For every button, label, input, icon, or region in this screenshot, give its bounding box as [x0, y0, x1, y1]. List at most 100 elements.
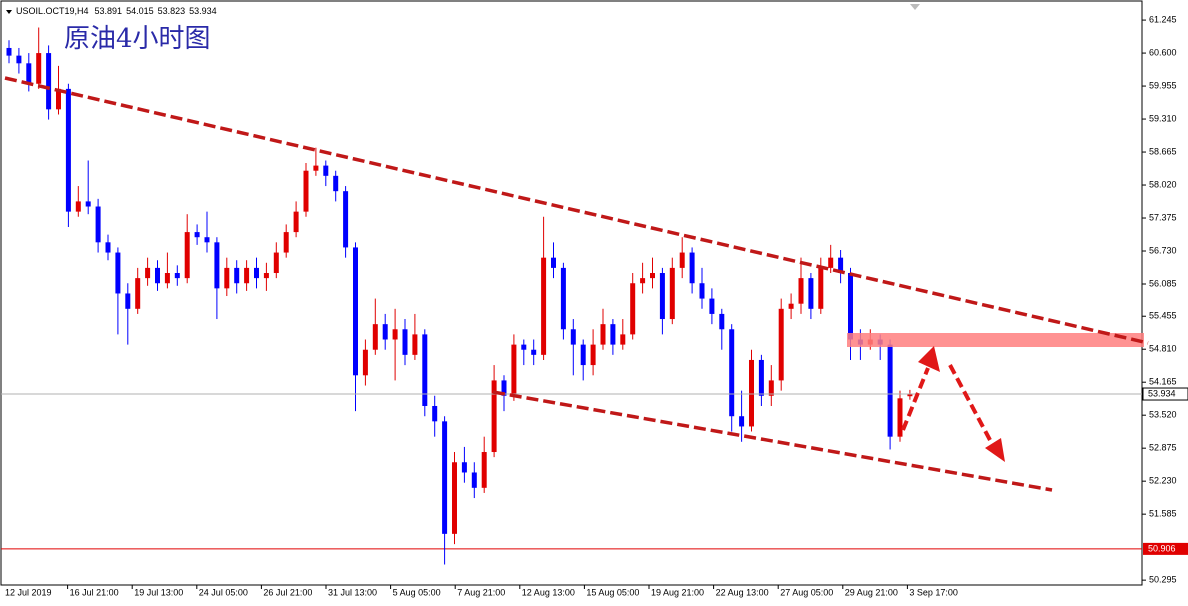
candle-body — [531, 349, 537, 355]
plot-frame — [0, 0, 1143, 586]
candle-body — [570, 329, 576, 345]
candle-body — [263, 273, 269, 279]
y-tick-label: 54.810 — [1149, 344, 1177, 354]
symbol: USOIL.OCT19,H4 — [16, 6, 89, 16]
candle-body — [372, 324, 378, 350]
y-tick-label: 61.245 — [1149, 14, 1177, 24]
chart-title: 原油4小时图 — [64, 24, 211, 54]
y-tick-label: 51.585 — [1149, 509, 1177, 519]
y-tick-label: 52.875 — [1149, 443, 1177, 453]
candle-body — [551, 257, 556, 268]
candle-body — [313, 165, 319, 171]
y-tick-label: 58.665 — [1149, 146, 1177, 156]
candle-body — [511, 344, 517, 396]
upper-trendline — [4, 76, 1149, 345]
candle-body — [402, 329, 408, 355]
candle-body — [897, 398, 903, 437]
candle-body — [293, 211, 299, 233]
header: USOIL.OCT19,H4 53.891 54.015 53.823 53.934 — [16, 6, 217, 16]
price-label-box — [1142, 387, 1188, 401]
y-tick-label: 56.085 — [1149, 278, 1177, 288]
up-arrow-head — [918, 346, 940, 372]
candle-body — [392, 329, 398, 340]
candle-body — [164, 273, 170, 284]
y-tick-label: 59.955 — [1149, 80, 1177, 90]
candle-body — [105, 242, 111, 253]
candle-body — [184, 232, 190, 279]
scroll-marker — [910, 4, 920, 10]
annotations — [4, 76, 1149, 492]
candle-body — [26, 63, 32, 84]
x-tick-label: 7 Aug 21:00 — [457, 587, 505, 597]
candle-body — [353, 247, 358, 376]
candle-body — [590, 344, 596, 366]
candle-body — [907, 394, 913, 397]
candle-body — [580, 344, 586, 366]
x-tick-label: 19 Aug 21:00 — [651, 587, 704, 597]
x-tick-label: 15 Aug 05:00 — [586, 587, 639, 597]
candle-body — [234, 267, 240, 284]
header-high: 54.015 — [126, 6, 154, 16]
menu-triangle — [6, 10, 12, 14]
candle-body — [689, 252, 695, 284]
candle-body — [442, 421, 448, 534]
candle-body — [471, 472, 477, 488]
y-tick-label: 59.310 — [1149, 113, 1177, 123]
candle-body — [729, 329, 735, 417]
candle-body — [630, 283, 636, 335]
candle-body — [818, 267, 824, 309]
header-low: 53.823 — [158, 6, 186, 16]
y-tick-label: 50.295 — [1149, 575, 1177, 585]
candle-body — [719, 313, 725, 330]
level-label: 50.906 — [1148, 543, 1176, 553]
x-tick-label: 29 Aug 21:00 — [845, 587, 898, 597]
x-tick-label: 3 Sep 17:00 — [909, 587, 958, 597]
candle-body — [125, 293, 131, 309]
candle-body — [709, 298, 715, 314]
y-tick-label: 58.020 — [1149, 179, 1177, 189]
candle-body — [739, 416, 745, 427]
candle-body — [16, 55, 22, 64]
candle-body — [333, 175, 339, 192]
candle-body — [323, 165, 329, 176]
y-tick-label: 56.730 — [1149, 245, 1177, 255]
candle-body — [452, 462, 457, 534]
candle-body — [650, 273, 655, 279]
candle-body — [640, 278, 646, 284]
candle-body — [65, 88, 71, 212]
header-open: 53.891 — [95, 6, 123, 16]
candle-body — [422, 334, 428, 406]
candle-body — [56, 88, 61, 110]
down-arrow-head — [985, 438, 1005, 462]
candle-body — [343, 191, 349, 248]
candle-body — [254, 267, 259, 279]
candle-body — [778, 308, 784, 381]
y-tick-label: 53.520 — [1149, 410, 1177, 420]
candle-body — [194, 232, 200, 238]
candle-body — [432, 405, 438, 422]
y-tick-label: 52.230 — [1149, 476, 1177, 486]
candle-body — [659, 273, 665, 320]
x-tick-label: 27 Aug 05:00 — [780, 587, 833, 597]
candle-body — [46, 53, 52, 110]
candle-body — [204, 237, 210, 243]
candle-body — [75, 201, 81, 212]
candle-body — [412, 334, 418, 355]
candle-body — [6, 47, 12, 56]
candle-body — [491, 380, 497, 453]
candle-body — [244, 267, 250, 284]
candle-body — [214, 242, 220, 289]
candle-body — [273, 252, 279, 274]
candle-body — [669, 267, 675, 320]
x-tick-label: 12 Jul 2019 — [5, 587, 52, 597]
candle-body — [362, 349, 368, 376]
candle-body — [85, 201, 91, 207]
lower-trendline — [492, 390, 1053, 492]
up-arrow-shaft — [901, 367, 930, 431]
x-tick-label: 19 Jul 13:00 — [134, 587, 183, 597]
y-tick-label: 60.600 — [1149, 47, 1177, 57]
header-close: 53.934 — [189, 6, 217, 16]
x-tick-label: 24 Jul 05:00 — [199, 587, 248, 597]
candle-body — [749, 359, 754, 427]
